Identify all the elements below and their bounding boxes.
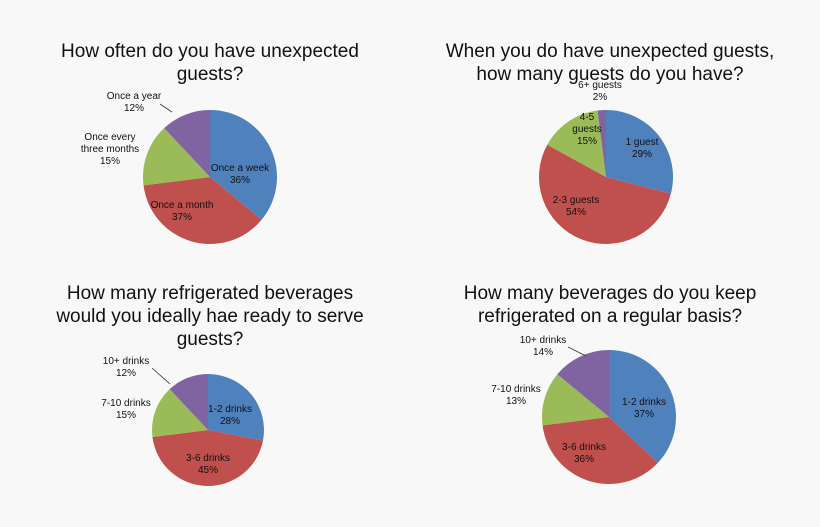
slice-label: 1 guest 29% (626, 137, 659, 160)
chart-title: How many beverages do you keep refrigera… (463, 283, 757, 327)
pie-slice-once-a-month (143, 177, 262, 244)
slice-label: 10+ drinks 14% (520, 335, 566, 358)
pie-slice-2-3-guests (539, 144, 671, 245)
pie-slice-3-6-drinks (152, 430, 264, 487)
pie-slice-1-2-drinks (609, 350, 677, 463)
slice-label: 7-10 drinks 13% (491, 384, 540, 407)
slice-label: 4-5 guests 15% (572, 112, 601, 147)
slice-label: 1-2 drinks 28% (208, 404, 252, 427)
slice-label: 3-6 drinks 36% (562, 442, 606, 465)
slice-label: 6+ guests 2% (578, 80, 622, 103)
slice-label: 2-3 guests 54% (553, 195, 600, 218)
pie-slice-once-a-week (210, 110, 277, 220)
pie-slice-once-a-year (164, 110, 210, 177)
pie-slice-10-drinks (169, 374, 208, 430)
slice-label: Once a month 37% (151, 200, 214, 223)
slice-label: 3-6 drinks 45% (186, 453, 230, 476)
pie-slice-7-10-drinks (152, 389, 208, 438)
pie-slice-4-5-guests (547, 110, 606, 177)
pie-slice-6-guests (597, 110, 606, 177)
pie-slice-once-every-three-months (143, 128, 210, 186)
slice-label: Once a week 36% (211, 163, 270, 186)
slice-label: Once a year 12% (107, 91, 162, 114)
chart-title: When you do have unexpected guests, how … (445, 41, 775, 85)
slice-label: 1-2 drinks 37% (622, 397, 666, 420)
pie-slice-10-drinks (557, 350, 609, 417)
label-leader-line (567, 346, 587, 357)
pie-slice-7-10-drinks (542, 374, 609, 426)
label-leader-line (159, 103, 173, 113)
label-leader-line (151, 367, 171, 385)
chart-title: How many refrigerated beverages would yo… (56, 283, 364, 350)
slice-label: 10+ drinks 12% (103, 356, 149, 379)
pie-slice-1-guest (606, 110, 673, 194)
pie-slice-1-2-drinks (208, 374, 264, 441)
slice-label: Once every three months 15% (81, 132, 139, 167)
chart-title: How often do you have unexpected guests? (61, 41, 359, 85)
slice-label: 7-10 drinks 15% (101, 398, 150, 421)
pie-slice-3-6-drinks (542, 417, 658, 484)
